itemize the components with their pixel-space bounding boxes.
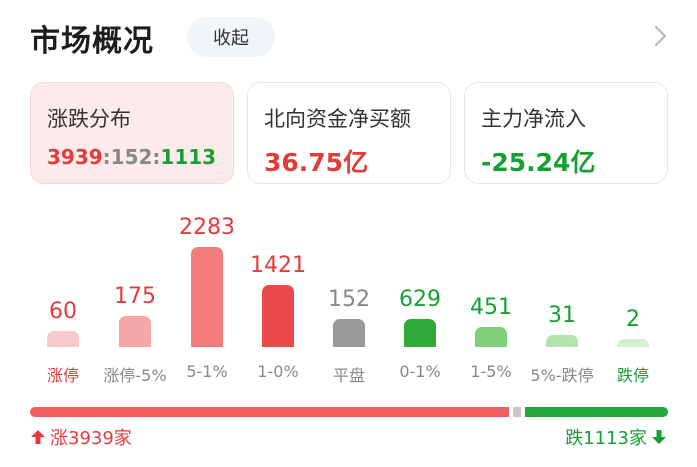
- bar[interactable]: [191, 247, 223, 347]
- bar-value-label: 1421: [250, 252, 306, 278]
- category-label: 5%-跌停: [530, 366, 594, 385]
- northbound-value: 36.75亿: [264, 148, 369, 177]
- rise-fall-label: 涨跌分布: [47, 107, 131, 131]
- down-count: 1113: [160, 145, 217, 169]
- bar-value-label: 2283: [179, 215, 235, 240]
- arrow-up-icon: [31, 430, 45, 444]
- bar-value-label: 31: [548, 302, 576, 328]
- progress-up-segment: [30, 407, 509, 417]
- page-title: 市场概况: [30, 24, 154, 59]
- category-label: 跌停: [616, 366, 649, 385]
- bar-value-label: 175: [114, 284, 156, 309]
- category-label: 涨停-5%: [103, 366, 167, 385]
- collapse-button[interactable]: 收起: [187, 17, 275, 57]
- up-count: 3939: [47, 145, 103, 169]
- down-summary-text: 跌1113家: [565, 428, 647, 449]
- main-inflow-label: 主力净流入: [481, 107, 586, 131]
- rise-fall-card[interactable]: 涨跌分布 3939:152:1113: [30, 82, 234, 184]
- category-label: 1-5%: [470, 362, 512, 381]
- bar[interactable]: [475, 327, 507, 347]
- bar-value-label: 152: [328, 287, 370, 313]
- bar[interactable]: [617, 338, 649, 347]
- northbound-card[interactable]: 北向资金净买额 36.75亿: [247, 82, 451, 184]
- category-label: 平盘: [332, 366, 365, 385]
- header: 市场概况 收起: [0, 0, 697, 80]
- bar[interactable]: [47, 331, 79, 347]
- separator: :: [152, 145, 161, 169]
- bar[interactable]: [119, 316, 151, 347]
- category-label: 5-1%: [186, 362, 228, 381]
- category-label: 1-0%: [257, 362, 299, 381]
- bar-value-label: 60: [49, 299, 77, 325]
- stat-cards: 涨跌分布 3939:152:1113 北向资金净买额 36.75亿 主力净流入 …: [30, 82, 668, 186]
- bar[interactable]: [546, 334, 578, 347]
- bar-value-label: 451: [470, 295, 512, 321]
- separator: :: [102, 145, 111, 169]
- main-inflow-card[interactable]: 主力净流入 -25.24亿: [464, 82, 668, 184]
- distribution-chart: 60 涨停 175 涨停-5% 2283 5-1% 1421 1-0% 152 平盘 629 0-1%…: [0, 195, 697, 395]
- down-summary: 跌1113家: [565, 424, 667, 450]
- main-inflow-value: -25.24亿: [481, 148, 596, 177]
- progress-down-segment: [525, 407, 668, 417]
- rise-fall-progress: [30, 407, 668, 419]
- up-summary-text: 涨3939家: [50, 428, 132, 449]
- bar[interactable]: [333, 319, 365, 347]
- bar[interactable]: [404, 319, 436, 347]
- chevron-right-icon[interactable]: [648, 24, 672, 48]
- bar-value-label: 629: [399, 287, 441, 313]
- arrow-down-icon: [652, 430, 666, 444]
- bar-value-label: 2: [626, 306, 640, 332]
- rise-fall-value: 3939:152:1113: [47, 145, 216, 169]
- up-summary: 涨3939家: [30, 424, 132, 450]
- category-label: 涨停: [46, 366, 79, 385]
- flat-count: 152: [110, 145, 153, 169]
- northbound-label: 北向资金净买额: [264, 107, 411, 131]
- progress-flat-segment: [513, 407, 521, 417]
- category-label: 0-1%: [399, 362, 441, 381]
- bar[interactable]: [262, 284, 294, 347]
